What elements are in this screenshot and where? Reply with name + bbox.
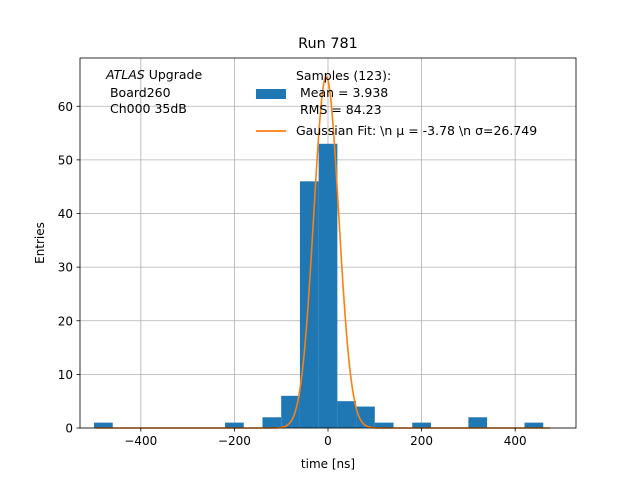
x-tick-label: −200 <box>218 434 251 448</box>
annotation-suffix: Upgrade <box>145 67 203 82</box>
x-tick-label: 200 <box>410 434 433 448</box>
y-tick-label: 20 <box>58 314 73 328</box>
legend-histogram-rms: RMS = 84.23 <box>296 102 382 117</box>
y-tick-label: 0 <box>65 422 73 436</box>
y-tick-label: 30 <box>58 261 73 275</box>
annotation-channel: Ch000 35dB <box>106 101 187 116</box>
histogram-bar <box>281 395 300 428</box>
ticks-layer: −400 −200 0 200 400 0 10 20 30 40 50 60 <box>58 100 527 448</box>
legend-histogram-label: Samples (123): <box>296 68 391 83</box>
histogram-bar <box>262 417 282 428</box>
x-tick-label: −400 <box>124 434 157 448</box>
histogram-bar <box>225 422 244 428</box>
x-tick-label: 400 <box>504 434 527 448</box>
histogram-bar <box>337 401 357 428</box>
y-tick-label: 40 <box>58 207 73 221</box>
bars-layer <box>94 143 544 428</box>
atlas-annotation: ATLAS Upgrade Board260 Ch000 35dB <box>105 67 202 116</box>
annotation-experiment-line: ATLAS Upgrade <box>105 67 202 82</box>
y-tick-label: 10 <box>58 368 73 382</box>
histogram-bar <box>412 422 431 428</box>
histogram-bar <box>318 143 338 428</box>
histogram-bar <box>524 422 544 428</box>
y-tick-label: 60 <box>58 100 73 114</box>
histogram-bar <box>299 181 319 428</box>
histogram-bar <box>468 417 488 428</box>
chart-title: Run 781 <box>298 36 358 52</box>
histogram-bar <box>356 406 375 428</box>
y-axis-label: Entries <box>33 222 47 264</box>
histogram-bar <box>94 422 113 428</box>
histogram-bar <box>374 422 394 428</box>
x-tick-label: 0 <box>324 434 332 448</box>
legend-histogram-mean: Mean = 3.938 <box>296 85 388 100</box>
legend: Samples (123): Mean = 3.938 RMS = 84.23 … <box>256 68 537 138</box>
x-axis-label: time [ns] <box>301 457 355 471</box>
annotation-experiment: ATLAS <box>105 67 145 82</box>
y-tick-label: 50 <box>58 153 73 167</box>
legend-histogram-swatch <box>256 89 286 99</box>
legend-fit-label: Gaussian Fit: \n μ = -3.78 \n σ=26.749 <box>296 123 537 138</box>
annotation-board: Board260 <box>106 85 171 100</box>
